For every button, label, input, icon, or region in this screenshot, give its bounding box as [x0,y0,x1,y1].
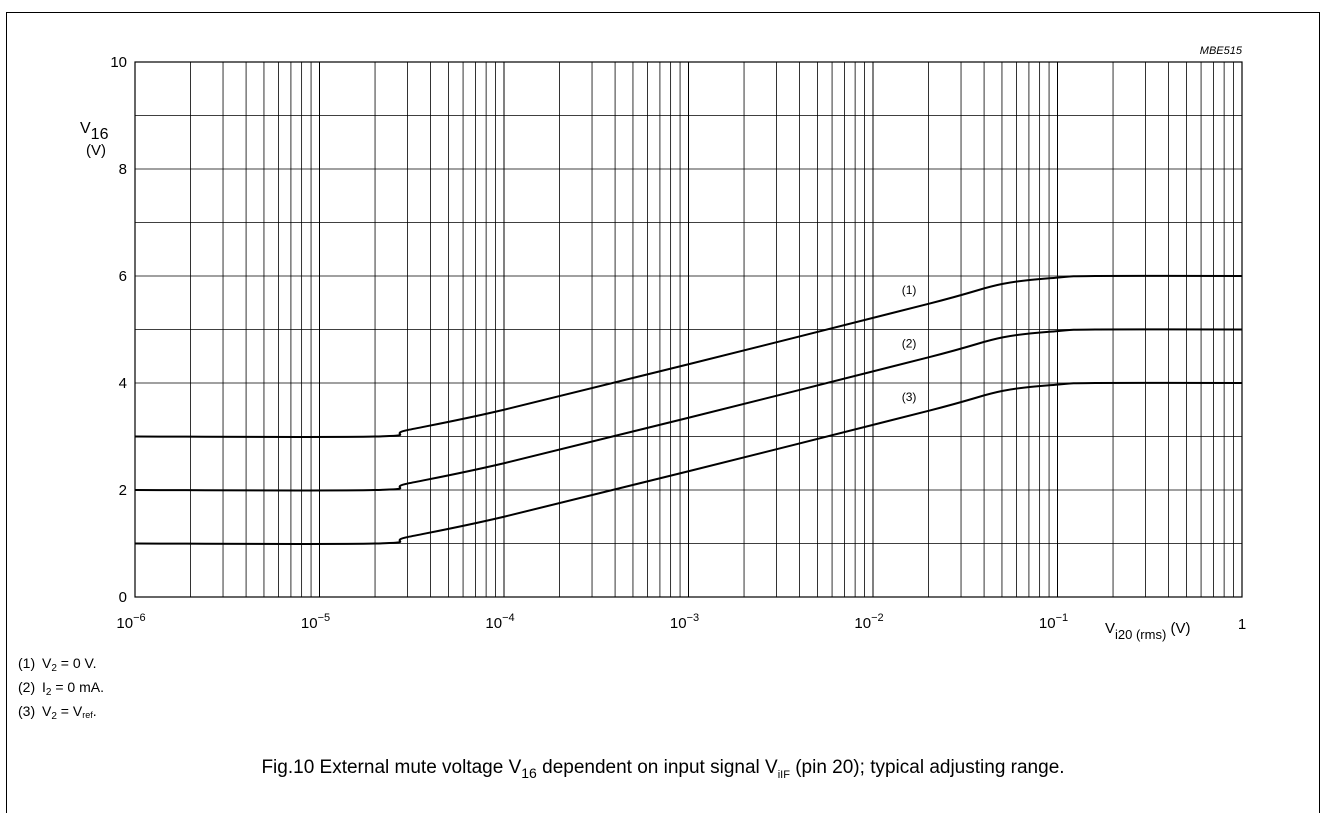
labels: 0 2 4 6 8 10 10−6 10−5 10−4 10−3 10−2 10−1 1 MBE515 V1… [80,45,1246,642]
series-label: (2) [902,336,917,350]
y-tick-label: 4 [119,375,127,392]
x-tick-label: 1 [1238,616,1246,633]
x-tick-label: 10−2 [854,612,883,632]
note-subscript: 2 [51,711,57,722]
series-label: (3) [902,390,917,404]
chart: 0 2 4 6 8 10 10−6 10−5 10−4 10−3 10−2 10−1 1 MBE515 V1… [80,45,1246,642]
x-tick-label: 10−1 [1039,612,1068,632]
y-tick-label: 0 [119,589,127,606]
figure-caption: Fig.10 External mute voltage V16 depende… [0,757,1326,781]
y-tick-label: 6 [119,268,127,285]
x-tick-label: 10−6 [116,612,145,632]
note-number: (1) [18,655,36,671]
note-symbol: V [42,703,52,719]
y-tick-label: 10 [110,54,127,71]
y-axis-label: V16 [80,120,109,143]
caption-text: (pin 20); typical adjusting range. [789,757,1065,778]
caption-text: Fig.10 External mute voltage V [261,757,522,778]
grid-lines [134,62,1243,597]
series-line [134,381,1243,545]
series-label: (1) [902,283,917,297]
y-tick-label: 2 [119,482,127,499]
caption-text: dependent on input signal V [536,757,778,778]
note-subscript: 2 [45,687,52,698]
note-number: (2) [18,679,36,695]
figure-frame [6,12,1320,813]
note-symbol: V [42,655,52,671]
note-text: = 0 V. [56,655,97,671]
series-line [134,328,1243,492]
note-number: (3) [18,703,36,719]
caption-subscript: 16 [521,765,537,781]
series-lines [134,274,1243,545]
note-1: (1) V2 = 0 V. [18,654,96,678]
note-subscript: ref [82,710,93,720]
note-text: . [92,703,97,719]
x-tick-label: 10−3 [670,612,699,632]
y-axis-unit: (V) [86,142,106,159]
note-3: (3) V2 = Vref. [18,702,97,726]
x-axis-label: Vi20 (rms) (V) [1105,620,1190,642]
figure-code: MBE515 [1200,45,1243,57]
x-tick-label: 10−4 [485,612,514,632]
y-tick-label: 8 [119,161,127,178]
x-tick-label: 10−5 [301,612,330,632]
note-subscript: 2 [51,663,57,674]
caption-subscript: iIF [777,769,790,781]
series-line [134,274,1243,438]
note-text: = V [56,703,83,719]
note-2: (2) I2 = 0 mA. [18,678,104,702]
note-text: = 0 mA. [51,679,104,695]
note-symbol: I [42,679,46,695]
